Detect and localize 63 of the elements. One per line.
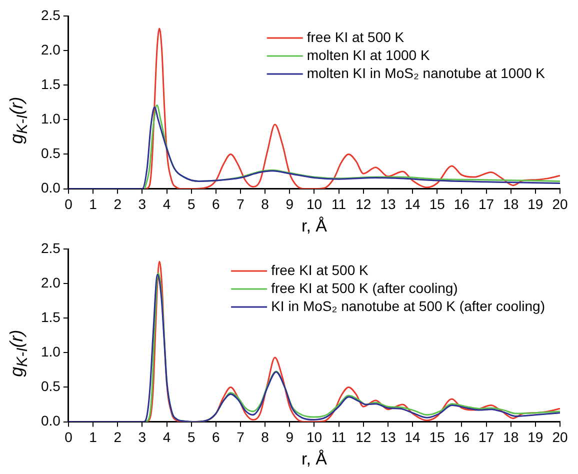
y-tick-label: 1.0 bbox=[40, 344, 61, 360]
legend-label: molten KI at 1000 K bbox=[306, 46, 430, 63]
y-tick-label: 0.5 bbox=[40, 145, 61, 162]
y-tick-label: 2.5 bbox=[40, 240, 61, 256]
x-tick-label: 11 bbox=[332, 429, 346, 446]
x-tick-label: 10 bbox=[306, 196, 322, 212]
y-tick-label: 2.0 bbox=[40, 274, 61, 290]
legend-label: molten KI in MoS₂ nanotube at 1000 K bbox=[306, 64, 546, 81]
x-tick-label: 5 bbox=[187, 429, 196, 446]
x-tick-label: 17 bbox=[478, 429, 494, 446]
x-tick-label: 11 bbox=[332, 196, 346, 212]
x-tick-label: 7 bbox=[236, 196, 245, 212]
line-series bbox=[144, 104, 560, 189]
x-tick-label: 4 bbox=[162, 196, 171, 212]
x-tick-label: 7 bbox=[236, 429, 245, 446]
x-tick-label: 15 bbox=[429, 429, 446, 446]
x-tick-label: 1 bbox=[89, 429, 98, 446]
x-tick-label: 0 bbox=[64, 196, 73, 212]
x-tick-label: 20 bbox=[552, 196, 568, 212]
x-tick-label: 4 bbox=[162, 429, 171, 446]
x-tick-label: 15 bbox=[429, 196, 446, 212]
x-tick-label: 20 bbox=[552, 429, 568, 446]
x-tick-label: 14 bbox=[404, 196, 421, 212]
x-axis-title: r, Å bbox=[301, 449, 328, 468]
x-tick-label: 19 bbox=[528, 429, 544, 446]
x-tick-label: 13 bbox=[380, 429, 396, 446]
x-tick-label: 2 bbox=[114, 429, 122, 446]
y-tick-label: 1.5 bbox=[40, 308, 61, 325]
x-tick-label: 6 bbox=[212, 429, 220, 446]
y-tick-label: 2.5 bbox=[40, 6, 61, 23]
legend-label: KI in MoS₂ nanotube at 500 K (after cooling) bbox=[271, 298, 546, 314]
x-tick-label: 12 bbox=[356, 429, 372, 446]
legend-label: free KI at 500 K bbox=[271, 262, 370, 278]
x-tick-label: 1 bbox=[89, 196, 98, 212]
y-tick-label: 0.0 bbox=[40, 412, 61, 429]
x-tick-label: 17 bbox=[478, 196, 494, 212]
x-tick-label: 6 bbox=[212, 196, 220, 212]
x-tick-label: 2 bbox=[114, 196, 122, 212]
x-tick-label: 12 bbox=[356, 196, 372, 212]
legend-label: free KI at 500 K bbox=[306, 28, 405, 45]
y-tick-label: 1.0 bbox=[40, 110, 61, 127]
x-axis-title: r, Å bbox=[301, 216, 328, 236]
x-tick-label: 8 bbox=[261, 429, 270, 446]
x-tick-label: 3 bbox=[138, 429, 146, 446]
x-tick-label: 18 bbox=[503, 429, 519, 446]
x-tick-label: 8 bbox=[261, 196, 270, 212]
y-tick-label: 2.0 bbox=[40, 41, 61, 58]
x-tick-label: 13 bbox=[380, 196, 396, 212]
x-tick-label: 3 bbox=[138, 196, 146, 212]
y-tick-label: 1.5 bbox=[40, 76, 61, 92]
legend-label: free KI at 500 K (after cooling) bbox=[271, 280, 458, 296]
x-tick-label: 0 bbox=[64, 429, 73, 446]
x-tick-label: 14 bbox=[404, 429, 421, 446]
x-tick-label: 18 bbox=[503, 196, 519, 212]
y-tick-label: 0.5 bbox=[40, 378, 61, 394]
x-tick-label: 10 bbox=[306, 429, 322, 446]
y-tick-label: 0.0 bbox=[40, 180, 61, 196]
x-tick-label: 19 bbox=[528, 196, 544, 212]
x-tick-label: 5 bbox=[187, 196, 196, 212]
x-tick-label: 9 bbox=[286, 429, 294, 446]
x-tick-label: 9 bbox=[286, 196, 294, 212]
x-tick-label: 16 bbox=[454, 196, 470, 212]
x-tick-label: 16 bbox=[454, 429, 470, 446]
